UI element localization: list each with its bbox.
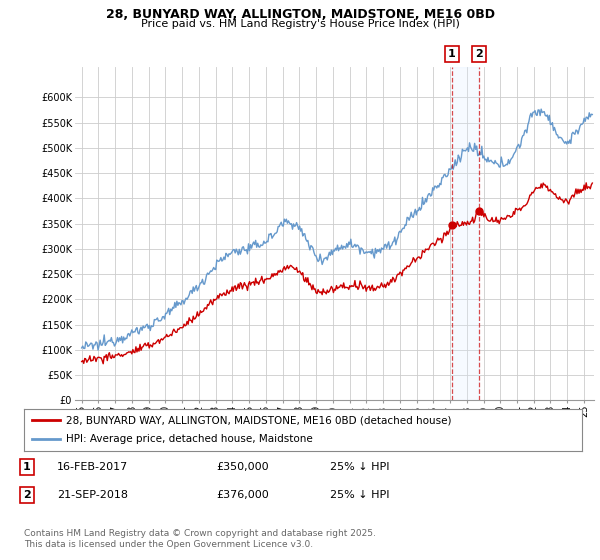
Text: 1: 1 — [448, 49, 456, 59]
Text: 1: 1 — [23, 462, 31, 472]
Text: £350,000: £350,000 — [216, 462, 269, 472]
Text: Contains HM Land Registry data © Crown copyright and database right 2025.
This d: Contains HM Land Registry data © Crown c… — [24, 529, 376, 549]
Text: HPI: Average price, detached house, Maidstone: HPI: Average price, detached house, Maid… — [66, 435, 313, 445]
Bar — [452, 67, 479, 400]
Text: Price paid vs. HM Land Registry's House Price Index (HPI): Price paid vs. HM Land Registry's House … — [140, 19, 460, 29]
Text: 25% ↓ HPI: 25% ↓ HPI — [330, 490, 389, 500]
Text: 25% ↓ HPI: 25% ↓ HPI — [330, 462, 389, 472]
Text: 2: 2 — [475, 49, 483, 59]
Text: 2: 2 — [23, 490, 31, 500]
Text: 16-FEB-2017: 16-FEB-2017 — [57, 462, 128, 472]
Text: 28, BUNYARD WAY, ALLINGTON, MAIDSTONE, ME16 0BD (detached house): 28, BUNYARD WAY, ALLINGTON, MAIDSTONE, M… — [66, 415, 451, 425]
Text: 28, BUNYARD WAY, ALLINGTON, MAIDSTONE, ME16 0BD: 28, BUNYARD WAY, ALLINGTON, MAIDSTONE, M… — [106, 8, 494, 21]
Text: £376,000: £376,000 — [216, 490, 269, 500]
Text: 21-SEP-2018: 21-SEP-2018 — [57, 490, 128, 500]
